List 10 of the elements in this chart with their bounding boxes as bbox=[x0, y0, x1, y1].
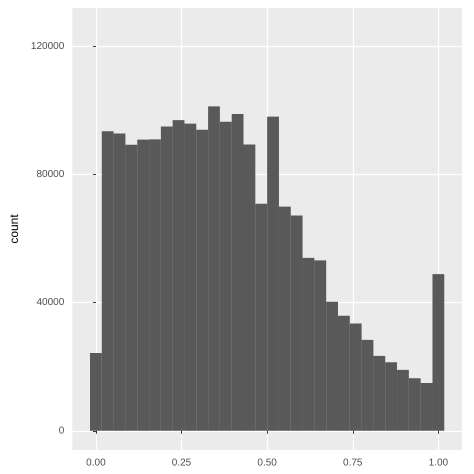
x-tick-label: 0.50 bbox=[257, 458, 278, 468]
y-tick-label: 120000 bbox=[30, 40, 65, 52]
x-tick-label: 0.25 bbox=[172, 458, 192, 468]
y-tick-label: 0 bbox=[58, 425, 65, 436]
y-tick-label: 80000 bbox=[36, 169, 65, 180]
x-tick-label: 0.75 bbox=[343, 458, 363, 468]
y-tick-label: 40000 bbox=[36, 297, 65, 308]
y-axis-title: count bbox=[7, 214, 21, 244]
x-tick-label: 0.00 bbox=[86, 458, 106, 468]
x-tick-label: 1.00 bbox=[428, 458, 449, 468]
